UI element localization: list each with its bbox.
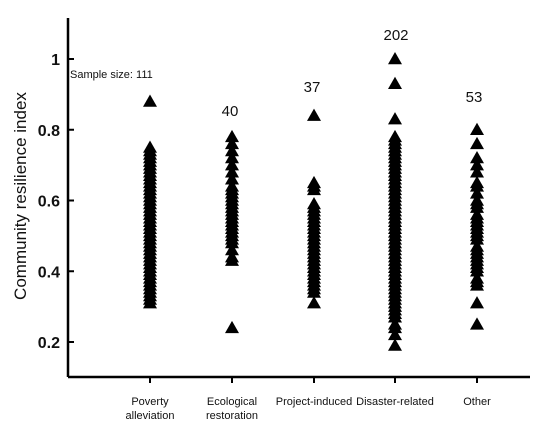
- data-marks: [143, 52, 484, 351]
- y-axis-label: Community resilience index: [11, 92, 30, 300]
- data-point-triangle: [307, 182, 321, 196]
- data-point-triangle: [388, 76, 402, 90]
- data-point-triangle: [307, 296, 321, 309]
- category-label: alleviation: [126, 410, 175, 422]
- sample-size-label: 40: [222, 103, 239, 120]
- category-label: Poverty: [131, 396, 169, 408]
- data-point-triangle: [470, 317, 484, 330]
- data-point-triangle: [307, 108, 321, 121]
- data-point-triangle: [470, 179, 484, 192]
- data-point-triangle: [470, 296, 484, 309]
- y-tick-label: 0.4: [38, 264, 60, 281]
- data-point-triangle: [225, 253, 239, 266]
- data-point-triangle: [470, 278, 484, 291]
- data-point-triangle: [470, 186, 484, 199]
- data-point-triangle: [225, 129, 239, 143]
- data-point-triangle: [225, 172, 239, 185]
- data-point-triangle: [225, 136, 239, 150]
- y-tick-label: 0.8: [38, 123, 60, 140]
- category-label: Disaster-related: [356, 396, 434, 408]
- data-point-triangle: [225, 243, 239, 256]
- data-point-triangle: [225, 235, 239, 249]
- category-label: Ecological: [207, 396, 257, 408]
- axes: [66, 18, 530, 383]
- y-tick-label: 1: [51, 52, 60, 69]
- y-tick-label: 0.2: [38, 335, 60, 352]
- data-point-triangle: [225, 165, 239, 178]
- y-tick-label: 0.6: [38, 194, 60, 211]
- data-point-triangle: [470, 232, 484, 245]
- category-label: Project-induced: [276, 396, 352, 408]
- data-point-triangle: [143, 94, 157, 107]
- data-point-triangle: [225, 158, 239, 171]
- data-point-triangle: [388, 327, 402, 341]
- sample-size-label: 37: [304, 79, 321, 96]
- data-point-triangle: [388, 310, 402, 323]
- data-point-triangle: [225, 143, 239, 157]
- data-point-triangle: [470, 165, 484, 178]
- data-point-triangle: [470, 151, 484, 164]
- data-point-triangle: [388, 320, 402, 334]
- data-point-triangle: [470, 136, 484, 150]
- data-point-triangle: [470, 200, 484, 213]
- category-label: Other: [463, 396, 491, 408]
- sample-size-label: 53: [466, 89, 483, 106]
- data-point-triangle: [307, 285, 321, 298]
- data-point-triangle: [143, 296, 157, 309]
- data-point-triangle: [225, 151, 239, 164]
- labels: 0.2 0.4 0.6 0.8 1 Community resilience index P…: [11, 27, 491, 422]
- data-point-triangle: [225, 320, 239, 334]
- data-point-triangle: [470, 122, 484, 135]
- sample-size-label: 202: [383, 27, 408, 44]
- data-point-triangle: [388, 338, 402, 351]
- data-point-triangle: [388, 52, 402, 65]
- data-point-triangle: [388, 112, 402, 125]
- data-point-triangle: [470, 158, 484, 171]
- category-label: restoration: [206, 410, 258, 422]
- data-point-triangle: [470, 264, 484, 277]
- sample-size-label: Sample size: 111: [70, 69, 153, 81]
